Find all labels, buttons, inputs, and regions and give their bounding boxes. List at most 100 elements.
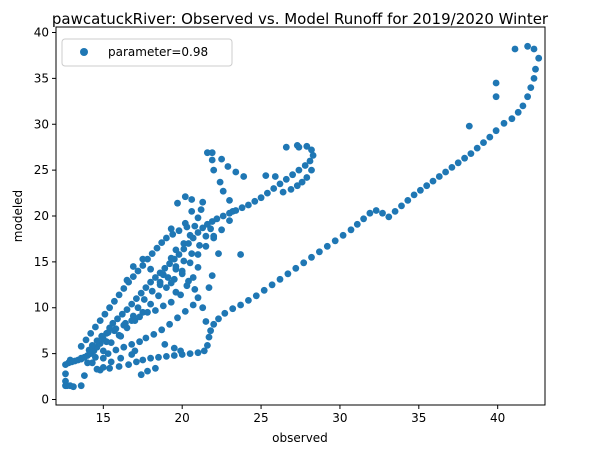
data-point [251, 197, 259, 205]
data-point [295, 166, 303, 174]
data-point [104, 350, 112, 357]
data-point [189, 274, 197, 281]
data-point [308, 166, 315, 174]
data-point [232, 168, 240, 176]
data-point [323, 242, 331, 250]
data-point [147, 354, 155, 362]
data-point [140, 296, 148, 303]
data-point [152, 307, 159, 314]
data-point [148, 250, 156, 257]
data-point [139, 262, 147, 269]
data-point [133, 358, 140, 366]
data-point [142, 284, 150, 291]
data-point [152, 364, 159, 372]
data-point [207, 225, 215, 233]
data-point [366, 209, 374, 217]
data-point [219, 187, 227, 195]
chart-title: pawcatuckRiver: Observed vs. Model Runof… [52, 10, 549, 28]
data-point [159, 302, 167, 310]
data-point [199, 224, 207, 232]
y-tick-label: 0 [41, 392, 49, 406]
data-point [99, 364, 107, 371]
data-point [303, 174, 311, 181]
data-point [298, 178, 306, 186]
data-point [429, 177, 437, 185]
data-point [123, 276, 131, 284]
data-point [188, 196, 196, 203]
data-point [158, 239, 166, 247]
data-point [139, 356, 147, 364]
data-point [202, 232, 210, 240]
data-point [175, 227, 183, 235]
data-point [199, 198, 207, 206]
data-point [202, 318, 210, 325]
x-tick-label: 15 [96, 411, 111, 425]
data-point [216, 178, 224, 186]
data-point [435, 173, 443, 180]
data-point [112, 346, 120, 354]
data-point [339, 231, 347, 239]
data-point [142, 334, 150, 342]
data-point [84, 359, 91, 367]
data-point [161, 264, 169, 272]
data-point [137, 371, 145, 379]
data-point [226, 217, 233, 225]
data-point [410, 191, 418, 199]
data-point [372, 207, 380, 214]
data-point [147, 300, 155, 308]
data-point [524, 93, 531, 101]
data-point [208, 156, 216, 164]
data-point [237, 301, 245, 309]
data-point [98, 332, 106, 340]
data-point [301, 162, 309, 169]
data-point [152, 274, 159, 281]
data-point [276, 180, 284, 188]
data-point [226, 197, 233, 204]
data-point [181, 193, 189, 201]
data-point [120, 321, 128, 329]
data-point [88, 359, 96, 367]
data-point [215, 315, 222, 323]
data-point [398, 202, 405, 210]
data-point [174, 199, 181, 207]
data-point [524, 42, 531, 50]
data-point [128, 341, 136, 348]
data-point [188, 208, 196, 215]
data-point [180, 245, 188, 253]
data-point [194, 294, 202, 302]
data-point [144, 367, 151, 375]
data-point [123, 306, 131, 313]
data-point [530, 75, 538, 82]
data-point [219, 212, 227, 220]
data-point [292, 264, 300, 272]
data-point [215, 250, 222, 257]
data-point [172, 263, 180, 270]
data-point [166, 320, 174, 328]
data-point [120, 343, 128, 351]
y-tick-label: 25 [34, 163, 49, 177]
data-point [240, 173, 248, 180]
x-tick-label: 35 [411, 411, 426, 425]
data-point [309, 152, 317, 159]
data-point [148, 287, 156, 295]
data-point [174, 314, 181, 322]
data-point [167, 225, 175, 233]
data-point [139, 255, 147, 263]
data-point [183, 282, 191, 290]
data-point [189, 301, 197, 309]
data-point [129, 273, 137, 280]
data-point [181, 219, 189, 227]
data-point [85, 346, 93, 354]
data-point [144, 308, 151, 316]
data-point [442, 168, 449, 176]
data-point [527, 84, 535, 91]
data-point [191, 222, 199, 230]
data-point [77, 354, 85, 362]
axis-ticks: 15 20 25 30 35 40 0 5 10 15 20 25 30 35 40 [34, 26, 506, 425]
data-point [300, 259, 308, 267]
data-point [147, 278, 155, 286]
data-point [185, 240, 192, 247]
data-point [454, 159, 462, 167]
data-point [167, 298, 175, 306]
